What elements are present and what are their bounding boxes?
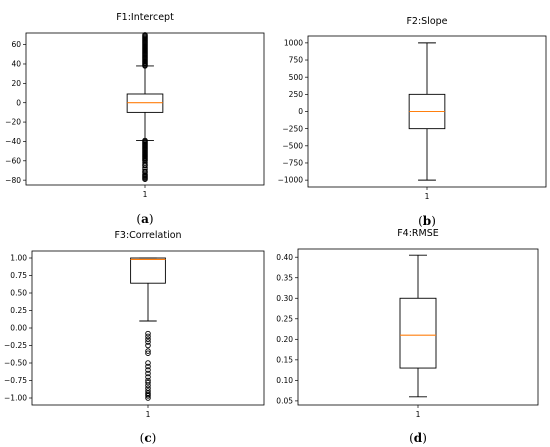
chart-3-title: F3:Correlation <box>114 230 181 241</box>
chart-1-axes-frame <box>25 32 265 186</box>
chart-3-outlier <box>145 342 151 349</box>
chart-3-ytick-label: −0.75 <box>4 376 27 385</box>
chart-4-ytick-label: 0.35 <box>276 273 293 282</box>
chart-2-ytick-label: 250 <box>289 90 304 99</box>
panel-b: F2:Slope −1000 −750 −500 −250 0 250 500 750 1000 1… <box>278 16 547 228</box>
chart-1-ytick-label: 60 <box>11 40 21 49</box>
chart-3-ytick-label: −0.50 <box>4 359 27 368</box>
chart-4-axes-frame <box>297 248 539 406</box>
chart-3-outlier <box>145 370 151 377</box>
chart-3-xtick-label: 1 <box>146 410 151 419</box>
chart-2-ytick-label: −750 <box>282 159 303 168</box>
chart-1-ytick-label: 0 <box>16 98 21 107</box>
chart-3-ytick-label: 0.50 <box>10 289 27 298</box>
chart-4-box <box>399 297 437 369</box>
chart-2-ytick-label: −1000 <box>278 176 304 185</box>
chart-4-ytick-label: 0.25 <box>276 314 293 323</box>
chart-4-xtick-label: 1 <box>416 410 421 419</box>
chart-3-ytick-label: 1.00 <box>10 254 27 263</box>
chart-3-outlier <box>145 360 151 366</box>
chart-3-ytick-label: −0.25 <box>4 341 27 350</box>
chart-1-outlier <box>142 162 148 169</box>
chart-3-ytick-label: 0.00 <box>10 324 27 333</box>
chart-2-ytick-label: 500 <box>289 73 304 82</box>
chart-3-outlier <box>145 363 151 370</box>
chart-3-axes-frame <box>31 250 265 406</box>
chart-3-ytick-label: 0.75 <box>10 271 27 280</box>
chart-3-outlier <box>145 350 151 356</box>
chart-2-ytick-label: 1000 <box>284 38 303 47</box>
chart-3-ytick-label: −1.00 <box>4 394 27 403</box>
chart-3-box <box>130 257 166 284</box>
chart-3-outlier <box>145 374 151 380</box>
chart-4-caption: (d) <box>409 431 427 445</box>
chart-1-title: F1:Intercept <box>116 12 174 23</box>
chart-3-outlier <box>145 339 151 345</box>
chart-2-ytick-label: 750 <box>289 56 304 65</box>
chart-4-ytick-label: 0.05 <box>276 396 293 405</box>
chart-1-ytick-label: 20 <box>11 79 21 88</box>
chart-2-caption: (b) <box>418 214 436 228</box>
chart-3-outlier <box>145 330 151 337</box>
chart-2-axes-frame <box>307 35 547 188</box>
chart-4-ytick-label: 0.10 <box>276 376 293 385</box>
chart-2-ytick-label: −250 <box>282 124 303 133</box>
chart-1-ytick-label: −40 <box>5 137 21 146</box>
chart-3-caption: (c) <box>140 431 157 445</box>
chart-3-outlier <box>145 333 151 340</box>
chart-3-outlier <box>145 379 151 386</box>
chart-2-title: F2:Slope <box>406 16 447 27</box>
chart-3-outlier <box>145 336 151 342</box>
chart-1-caption: (a) <box>136 212 153 226</box>
chart-1-ytick-label: 40 <box>11 60 21 69</box>
chart-2-ytick-label: −500 <box>282 141 303 150</box>
panel-d: F4:RMSE 0.05 0.10 0.15 0.20 0.25 0.30 0.35 0.40 1… <box>276 228 539 445</box>
chart-1-ytick-label: −60 <box>5 156 21 165</box>
chart-1-outlier <box>142 176 148 182</box>
chart-2-xtick-label: 1 <box>425 192 430 201</box>
chart-3-ytick-label: 0.25 <box>10 306 27 315</box>
panel-c: F3:Correlation −1.00 −0.75 −0.50 −0.25 0.00 0.… <box>4 230 265 445</box>
chart-3-outlier <box>145 395 151 401</box>
chart-4-ytick-label: 0.15 <box>276 355 293 364</box>
chart-1-xtick-label: 1 <box>143 190 148 199</box>
chart-3-outlier <box>145 382 151 389</box>
chart-1-ytick-label: −20 <box>5 118 21 127</box>
panel-a: F1:Intercept −80 −60 −40 −20 0 20 40 60 1 (a) <box>5 12 265 226</box>
chart-4-title: F4:RMSE <box>397 228 439 239</box>
chart-2-ytick-label: 0 <box>298 107 303 116</box>
chart-4-ytick-label: 0.30 <box>276 294 293 303</box>
chart-3-outlier <box>145 348 151 354</box>
chart-1-ytick-label: −80 <box>5 176 21 185</box>
chart-3-outlier <box>145 393 151 399</box>
chart-4-ytick-label: 0.20 <box>276 335 293 344</box>
chart-4-ytick-label: 0.40 <box>276 253 293 262</box>
chart-3-outlier <box>145 367 151 373</box>
